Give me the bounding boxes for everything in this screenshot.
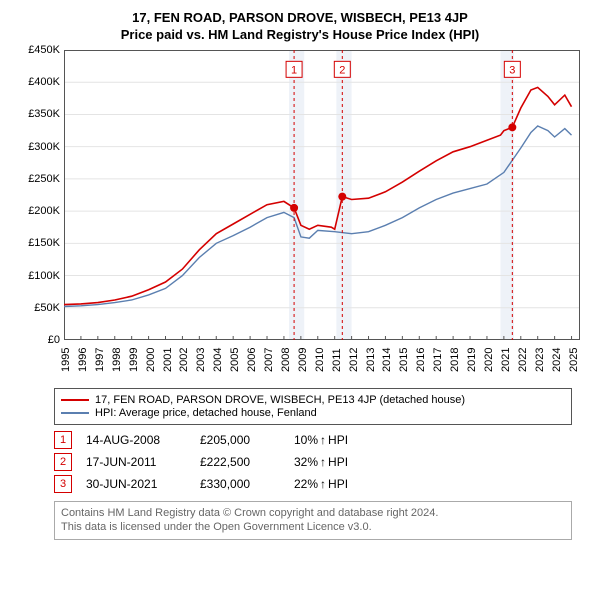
event-date: 17-JUN-2011 <box>86 455 186 469</box>
legend-row: 17, FEN ROAD, PARSON DROVE, WISBECH, PE1… <box>61 394 565 406</box>
event-price: £330,000 <box>200 477 280 491</box>
event-price: £222,500 <box>200 455 280 469</box>
event-number-box: 1 <box>54 431 72 449</box>
y-tick-label: £200K <box>20 205 60 217</box>
arrow-up-icon: ↑ <box>320 433 326 447</box>
y-tick-label: £250K <box>20 173 60 185</box>
legend-swatch <box>61 399 89 401</box>
page-title: 17, FEN ROAD, PARSON DROVE, WISBECH, PE1… <box>10 10 590 25</box>
svg-text:1: 1 <box>291 64 297 76</box>
chart-legend: 17, FEN ROAD, PARSON DROVE, WISBECH, PE1… <box>54 388 572 425</box>
y-tick-label: £350K <box>20 108 60 120</box>
footer-line: Contains HM Land Registry data © Crown c… <box>61 506 565 520</box>
event-delta: 10% ↑ HPI <box>294 433 348 447</box>
y-tick-label: £50K <box>20 302 60 314</box>
event-number-box: 3 <box>54 475 72 493</box>
y-tick-label: £300K <box>20 141 60 153</box>
x-tick-label: 2025 <box>568 348 600 372</box>
y-tick-label: £150K <box>20 237 60 249</box>
svg-text:3: 3 <box>509 64 515 76</box>
event-table: 1 14-AUG-2008 £205,000 10% ↑ HPI 2 17-JUN-201… <box>54 431 572 493</box>
arrow-up-icon: ↑ <box>320 455 326 469</box>
y-tick-label: £100K <box>20 270 60 282</box>
chart-plot-area: 1 2 3 <box>64 50 580 340</box>
event-delta: 22% ↑ HPI <box>294 477 348 491</box>
event-date: 30-JUN-2021 <box>86 477 186 491</box>
footer-line: This data is licensed under the Open Gov… <box>61 520 565 534</box>
y-tick-label: £450K <box>20 44 60 56</box>
legend-row: HPI: Average price, detached house, Fenl… <box>61 407 565 419</box>
page-subtitle: Price paid vs. HM Land Registry's House … <box>10 27 590 42</box>
arrow-up-icon: ↑ <box>320 477 326 491</box>
legend-swatch <box>61 412 89 414</box>
event-delta: 32% ↑ HPI <box>294 455 348 469</box>
attribution-footer: Contains HM Land Registry data © Crown c… <box>54 501 572 540</box>
event-price: £205,000 <box>200 433 280 447</box>
legend-label: 17, FEN ROAD, PARSON DROVE, WISBECH, PE1… <box>95 394 465 406</box>
event-number-box: 2 <box>54 453 72 471</box>
event-row: 2 17-JUN-2011 £222,500 32% ↑ HPI <box>54 453 572 471</box>
y-tick-label: £400K <box>20 76 60 88</box>
event-row: 3 30-JUN-2021 £330,000 22% ↑ HPI <box>54 475 572 493</box>
event-row: 1 14-AUG-2008 £205,000 10% ↑ HPI <box>54 431 572 449</box>
price-chart: £0 £50K £100K £150K £200K £250K £300K £350K £400… <box>20 50 580 380</box>
legend-label: HPI: Average price, detached house, Fenl… <box>95 407 317 419</box>
svg-text:2: 2 <box>339 64 345 76</box>
event-date: 14-AUG-2008 <box>86 433 186 447</box>
y-tick-label: £0 <box>20 334 60 346</box>
